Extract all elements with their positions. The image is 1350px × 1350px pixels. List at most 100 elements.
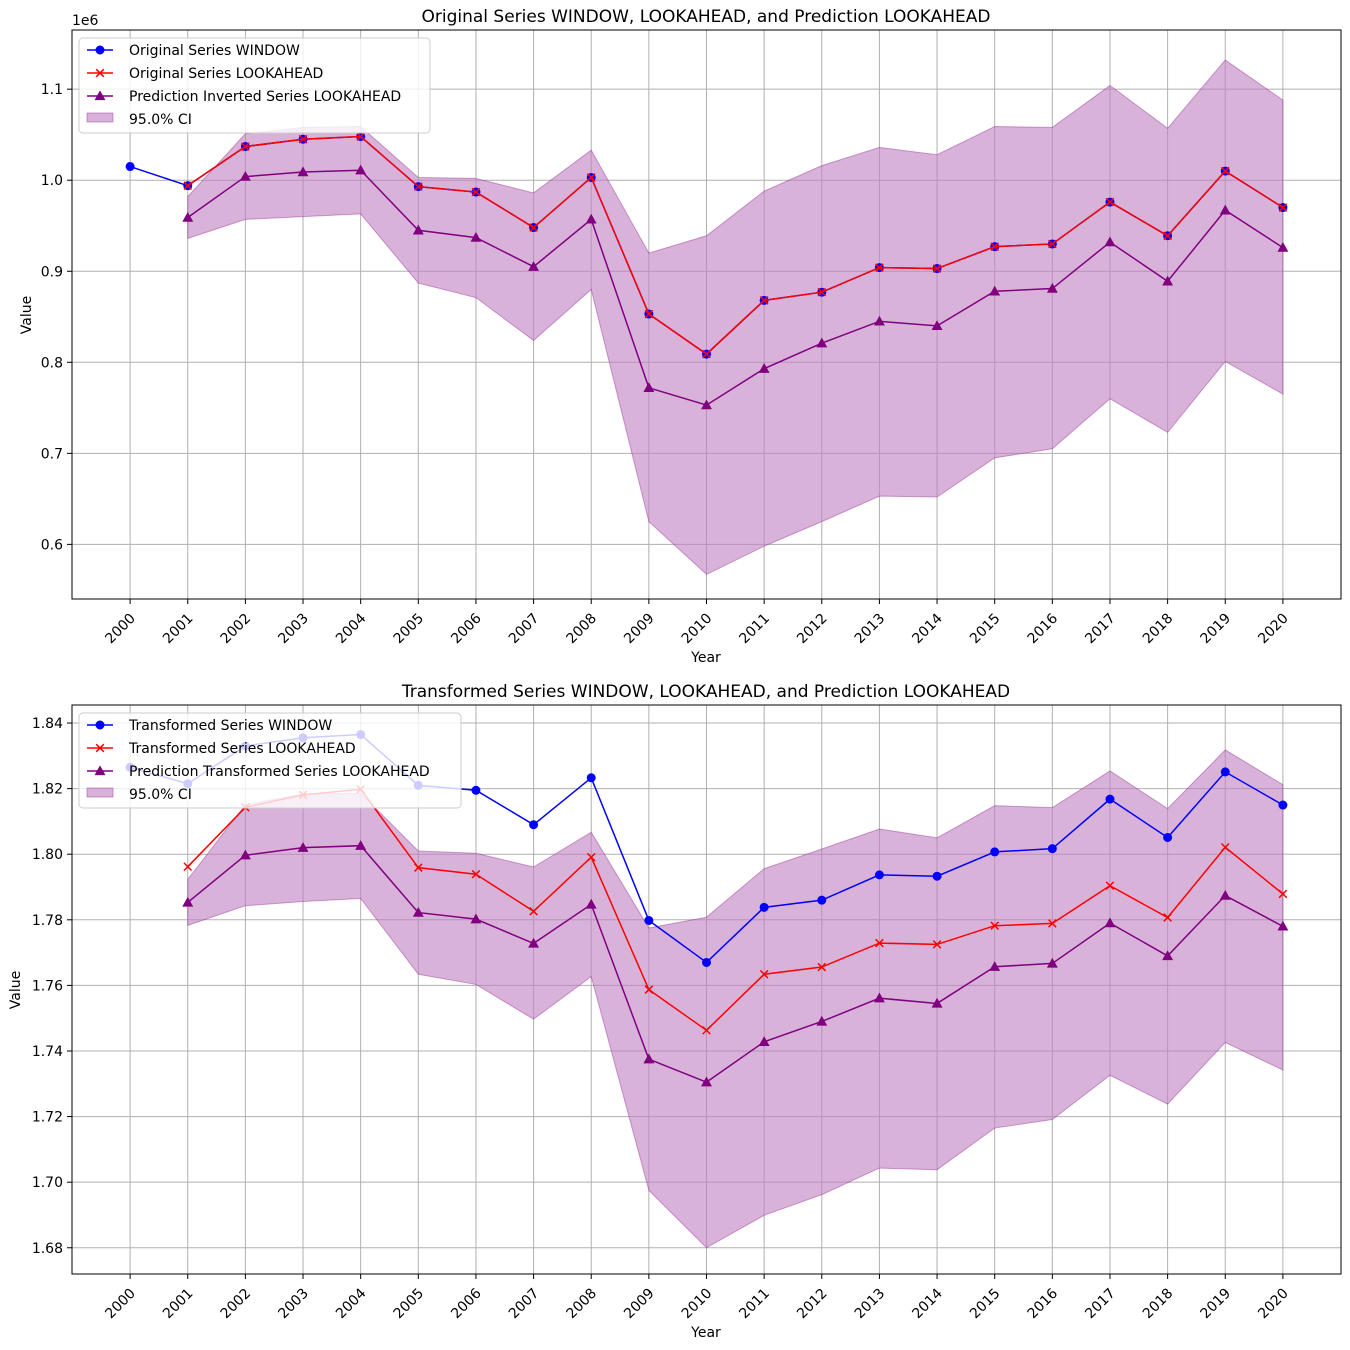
data-point-prediction — [1277, 920, 1289, 931]
data-point-prediction — [643, 1053, 655, 1064]
data-point-lookahead — [1048, 239, 1057, 249]
series-line-prediction — [187, 169, 1284, 406]
data-point-prediction — [1219, 889, 1231, 900]
data-point-lookahead — [759, 969, 769, 979]
data-point-window — [1163, 832, 1173, 842]
y-tick-label: 0.8 — [41, 355, 63, 371]
data-point-window — [586, 773, 596, 783]
data-point-prediction — [297, 166, 309, 177]
legend-item-ci: 95.0% CI — [86, 112, 192, 128]
data-point-prediction — [816, 1015, 828, 1026]
confidence-band — [187, 749, 1284, 1249]
data-point-lookahead — [471, 187, 481, 197]
y-tick-label: 1.80 — [32, 847, 63, 863]
data-point-lookahead — [990, 242, 1000, 252]
legend: Transformed Series WINDOW Transformed Se… — [78, 712, 462, 809]
legend-item-window: Transformed Series WINDOW — [87, 718, 332, 734]
data-point-prediction — [585, 898, 597, 909]
data-point-prediction — [1277, 241, 1289, 252]
data-point-window — [759, 902, 769, 912]
data-point-window — [471, 785, 481, 795]
data-point-lookahead — [1220, 843, 1230, 852]
data-point-window — [990, 847, 1000, 857]
legend-label-prediction: Prediction Inverted Series LOOKAHEAD — [129, 89, 401, 105]
y-tick-label: 1.1 — [41, 82, 63, 98]
data-point-prediction — [412, 224, 424, 235]
data-point-prediction — [931, 997, 943, 1008]
legend-marker-window — [95, 45, 105, 55]
data-point-lookahead — [875, 938, 884, 948]
data-point-lookahead — [702, 1025, 711, 1035]
legend-label-ci: 95.0% CI — [129, 787, 192, 803]
legend-item-prediction: Prediction Transformed Series LOOKAHEAD — [87, 764, 430, 780]
data-point-window — [529, 820, 539, 830]
legend: Original Series WINDOW Original Series L… — [78, 37, 431, 134]
data-point-lookahead — [1105, 881, 1115, 891]
legend-marker-prediction — [94, 90, 106, 101]
data-point-lookahead — [1278, 889, 1288, 899]
legend-item-prediction: Prediction Inverted Series LOOKAHEAD — [87, 89, 401, 105]
data-point-prediction — [1162, 950, 1174, 961]
legend-label-prediction: Prediction Transformed Series LOOKAHEAD — [129, 764, 430, 780]
data-point-lookahead — [1048, 919, 1057, 928]
y-tick-label: 1.78 — [32, 913, 63, 929]
y-tick-label: 1.76 — [32, 978, 63, 994]
data-point-prediction — [470, 913, 482, 924]
data-point-prediction — [758, 1036, 770, 1046]
data-point-lookahead — [471, 869, 481, 879]
legend-item-ci: 95.0% CI — [86, 787, 192, 803]
data-point-lookahead — [1220, 166, 1230, 176]
chart-transformed-series: Transformed Series WINDOW, LOOKAHEAD, an… — [8, 682, 1342, 1341]
data-point-prediction — [182, 896, 194, 907]
y-axis-label: Value — [19, 296, 35, 334]
data-point-lookahead — [817, 287, 827, 297]
data-point-lookahead — [990, 921, 1000, 931]
data-point-lookahead — [644, 309, 654, 319]
chart-title: Original Series WINDOW, LOOKAHEAD, and P… — [422, 7, 991, 27]
y-tick-label: 0.6 — [41, 537, 63, 553]
data-point-lookahead — [875, 263, 884, 272]
data-point-window — [817, 895, 827, 905]
y-axis-label: Value — [8, 971, 24, 1009]
chart-title: Transformed Series WINDOW, LOOKAHEAD, an… — [401, 682, 1010, 702]
y-tick-label: 0.7 — [41, 446, 63, 462]
data-point-lookahead — [298, 134, 308, 144]
data-point-lookahead — [529, 223, 538, 232]
data-point-window — [125, 162, 135, 172]
series-line-prediction — [187, 844, 1284, 1083]
x-axis-label: Year — [690, 650, 721, 666]
data-point-prediction — [239, 849, 251, 860]
data-point-prediction — [355, 164, 367, 175]
data-point-prediction — [528, 261, 540, 271]
y-tick-label: 1.70 — [32, 1175, 63, 1191]
data-point-prediction — [1219, 204, 1231, 215]
data-point-prediction — [1046, 282, 1058, 293]
y-offset-label: 1e6 — [72, 13, 99, 29]
legend-label-lookahead: Transformed Series LOOKAHEAD — [128, 741, 356, 757]
data-point-prediction — [873, 992, 885, 1003]
data-point-prediction — [643, 382, 655, 392]
data-point-prediction — [1162, 275, 1174, 286]
data-point-prediction — [355, 840, 367, 850]
data-point-window — [1105, 794, 1115, 804]
data-point-prediction — [528, 937, 540, 948]
legend-marker-window — [95, 720, 105, 730]
legend-label-window: Transformed Series WINDOW — [128, 718, 332, 734]
series — [125, 132, 1289, 410]
legend-item-window: Original Series WINDOW — [87, 43, 300, 59]
legend-label-ci: 95.0% CI — [129, 112, 192, 128]
data-point-lookahead — [356, 132, 365, 141]
data-point-lookahead — [413, 863, 423, 872]
y-tick-label: 0.9 — [41, 264, 63, 280]
data-point-prediction — [701, 1076, 712, 1087]
data-point-prediction — [989, 285, 1001, 296]
data-point-prediction — [239, 170, 251, 181]
legend-item-lookahead: Original Series LOOKAHEAD — [87, 66, 323, 82]
data-point-prediction — [1046, 957, 1058, 968]
data-point-prediction — [1104, 236, 1116, 247]
data-point-window — [932, 871, 942, 881]
ci-band — [187, 59, 1284, 576]
data-point-prediction — [297, 842, 309, 852]
data-point-prediction — [758, 363, 770, 373]
